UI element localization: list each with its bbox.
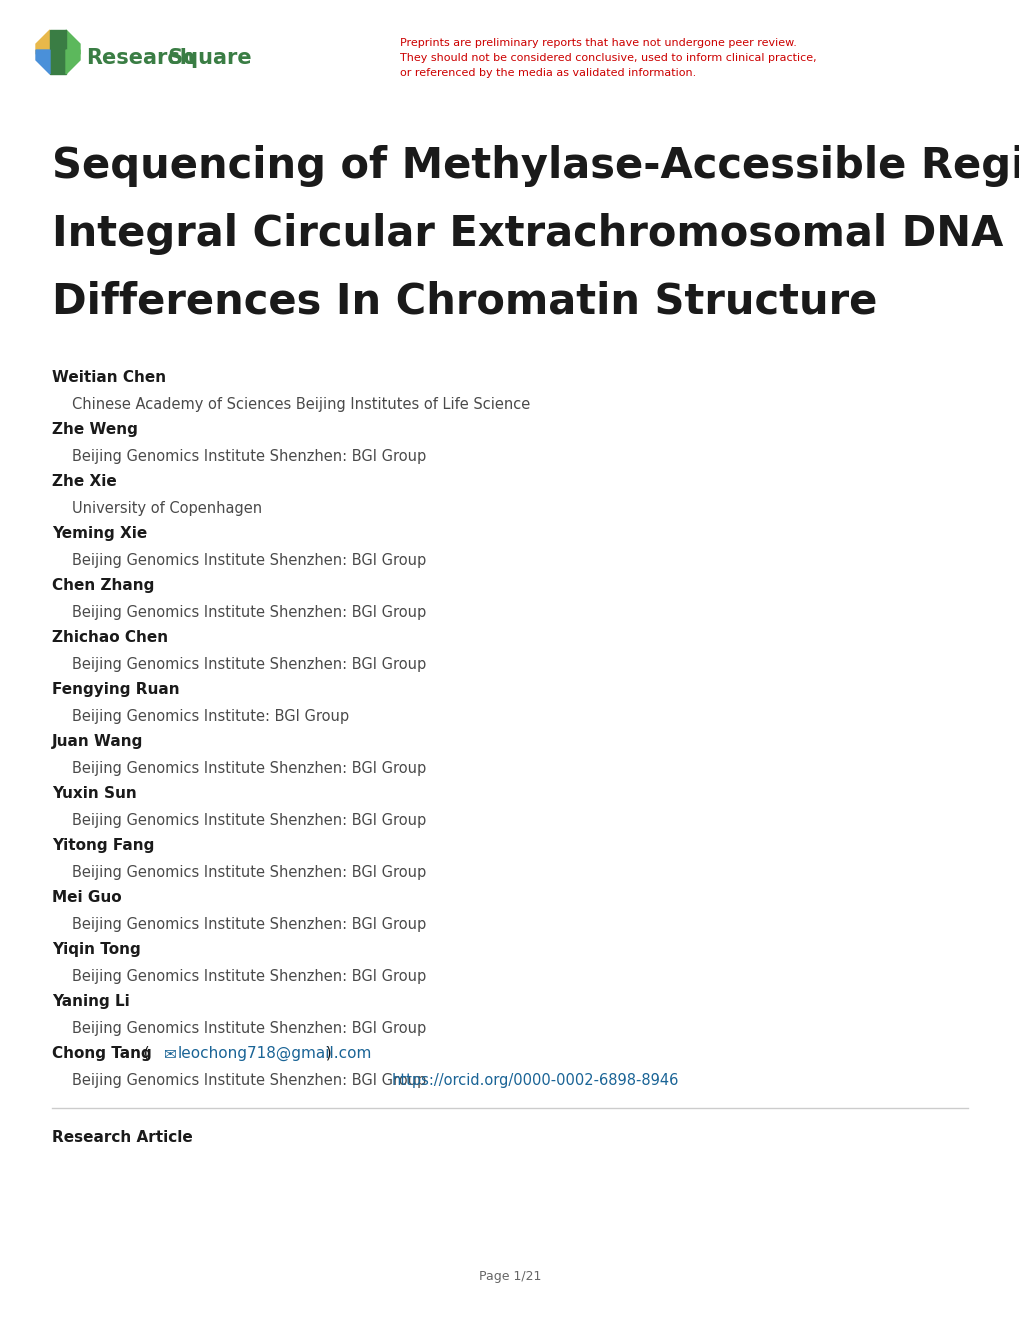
Text: Research Article: Research Article [52, 1130, 193, 1144]
Text: Mei Guo: Mei Guo [52, 890, 121, 906]
Text: Zhe Xie: Zhe Xie [52, 474, 116, 488]
Polygon shape [50, 30, 66, 74]
Text: Beijing Genomics Institute Shenzhen: BGI Group: Beijing Genomics Institute Shenzhen: BGI… [72, 762, 426, 776]
Text: Weitian Chen: Weitian Chen [52, 370, 166, 385]
Text: Yitong Fang: Yitong Fang [52, 838, 154, 853]
Text: Zhichao Chen: Zhichao Chen [52, 630, 168, 645]
Text: Beijing Genomics Institute Shenzhen: BGI Group: Beijing Genomics Institute Shenzhen: BGI… [72, 1020, 426, 1036]
Text: Beijing Genomics Institute Shenzhen: BGI Group: Beijing Genomics Institute Shenzhen: BGI… [72, 969, 426, 983]
Polygon shape [66, 50, 79, 74]
Text: Page 1/21: Page 1/21 [478, 1270, 541, 1283]
Text: Research: Research [86, 48, 195, 69]
Text: ✉: ✉ [164, 1045, 176, 1061]
Text: Square: Square [161, 48, 252, 69]
Text: Beijing Genomics Institute Shenzhen: BGI Group: Beijing Genomics Institute Shenzhen: BGI… [72, 449, 426, 465]
Text: Zhe Weng: Zhe Weng [52, 422, 138, 437]
Polygon shape [36, 30, 50, 54]
Text: Juan Wang: Juan Wang [52, 734, 144, 748]
Text: Chong Tang: Chong Tang [52, 1045, 152, 1061]
Text: (: ( [133, 1045, 154, 1061]
Polygon shape [36, 50, 50, 74]
Text: Beijing Genomics Institute Shenzhen: BGI Group: Beijing Genomics Institute Shenzhen: BGI… [72, 813, 426, 828]
Text: Beijing Genomics Institute Shenzhen: BGI Group: Beijing Genomics Institute Shenzhen: BGI… [72, 553, 426, 568]
Text: leochong718@gmail.com: leochong718@gmail.com [178, 1045, 372, 1061]
Text: Integral Circular Extrachromosomal DNA Reveals: Integral Circular Extrachromosomal DNA R… [52, 213, 1019, 255]
Text: University of Copenhagen: University of Copenhagen [72, 502, 262, 516]
Text: Beijing Genomics Institute Shenzhen: BGI Group: Beijing Genomics Institute Shenzhen: BGI… [72, 917, 426, 932]
Text: Yaning Li: Yaning Li [52, 994, 129, 1008]
Text: Sequencing of Methylase-Accessible Regions In: Sequencing of Methylase-Accessible Regio… [52, 145, 1019, 187]
Text: Differences In Chromatin Structure: Differences In Chromatin Structure [52, 281, 876, 323]
Text: Beijing Genomics Institute Shenzhen: BGI Group: Beijing Genomics Institute Shenzhen: BGI… [72, 865, 426, 880]
Text: Beijing Genomics Institute Shenzhen: BGI Group: Beijing Genomics Institute Shenzhen: BGI… [72, 1073, 426, 1088]
Text: Fengying Ruan: Fengying Ruan [52, 682, 179, 697]
Text: Chinese Academy of Sciences Beijing Institutes of Life Science: Chinese Academy of Sciences Beijing Inst… [72, 397, 530, 412]
Text: https://orcid.org/0000-0002-6898-8946: https://orcid.org/0000-0002-6898-8946 [391, 1073, 678, 1088]
Text: ): ) [321, 1045, 331, 1061]
Text: Beijing Genomics Institute Shenzhen: BGI Group: Beijing Genomics Institute Shenzhen: BGI… [72, 605, 426, 620]
Text: Yeming Xie: Yeming Xie [52, 525, 147, 541]
Text: Yiqin Tong: Yiqin Tong [52, 942, 141, 957]
Text: Beijing Genomics Institute Shenzhen: BGI Group: Beijing Genomics Institute Shenzhen: BGI… [72, 657, 426, 672]
Text: Chen Zhang: Chen Zhang [52, 578, 154, 593]
Polygon shape [66, 30, 79, 54]
Text: Beijing Genomics Institute: BGI Group: Beijing Genomics Institute: BGI Group [72, 709, 348, 723]
Text: Yuxin Sun: Yuxin Sun [52, 785, 137, 801]
Text: Preprints are preliminary reports that have not undergone peer review.
They shou: Preprints are preliminary reports that h… [399, 38, 816, 78]
